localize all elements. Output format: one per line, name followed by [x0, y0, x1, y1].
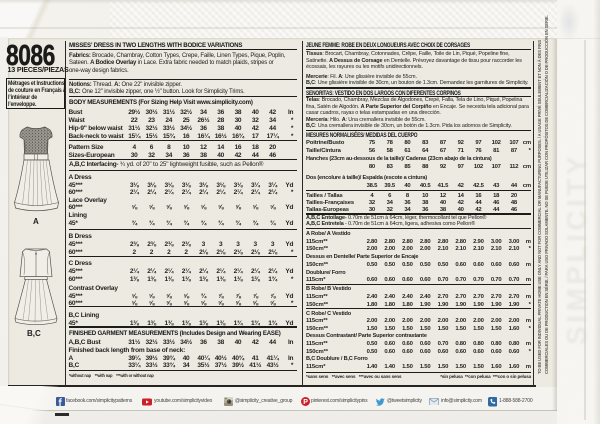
svg-text:P: P	[303, 399, 308, 406]
